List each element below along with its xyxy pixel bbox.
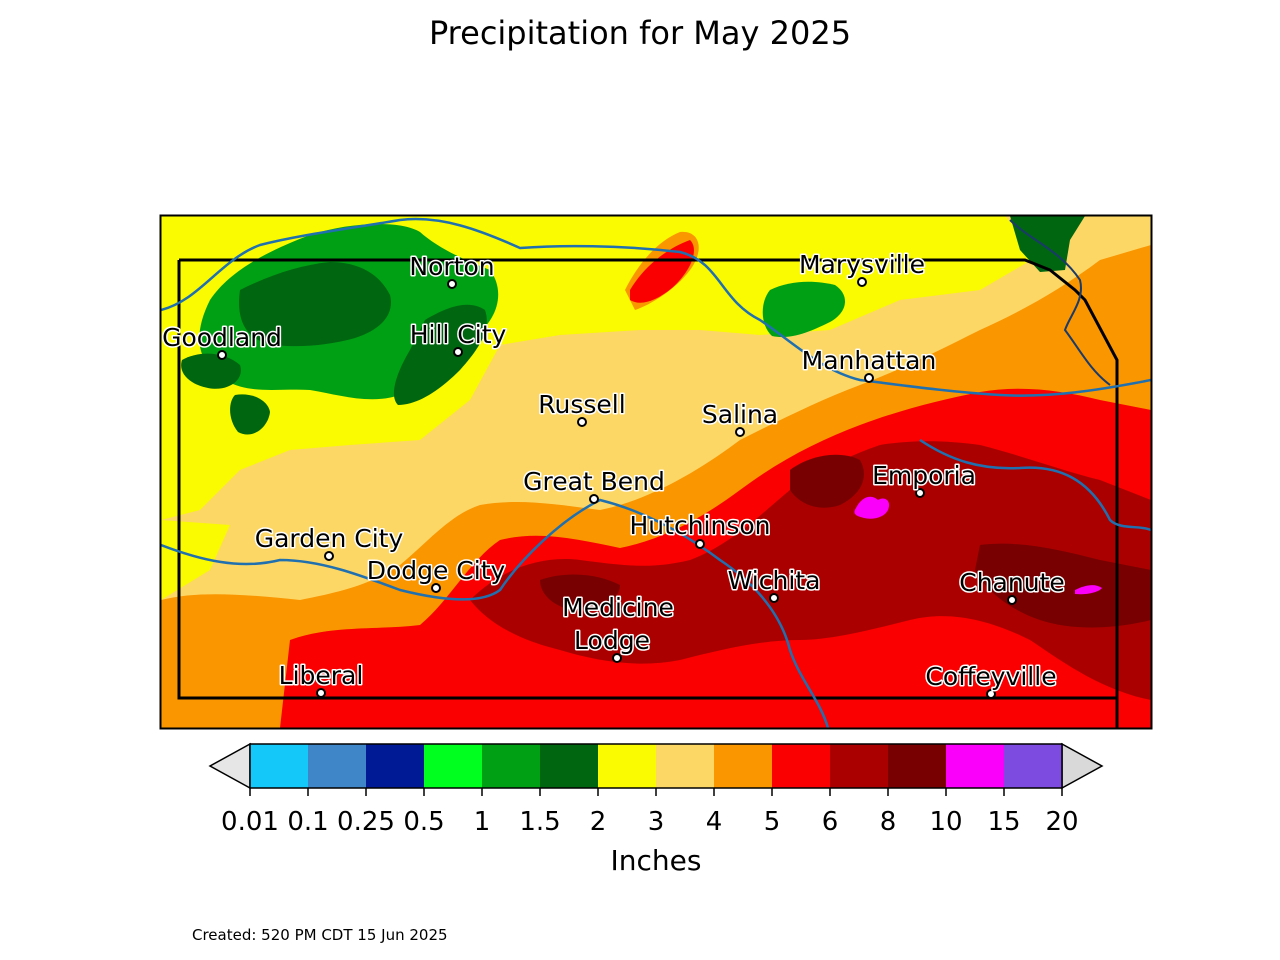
state-border xyxy=(177,258,1119,728)
precip-zone-8-10-south xyxy=(540,574,620,610)
city-dot-dodge-city xyxy=(431,583,441,593)
colorbar-tick-label: 0.01 xyxy=(221,807,279,837)
colorbar-tick-label: 4 xyxy=(706,807,723,837)
city-label-norton: Norton xyxy=(409,252,494,281)
colorbar-bin xyxy=(830,744,888,788)
city-label-marysville: Marysville xyxy=(799,250,925,279)
city-dot-chanute xyxy=(1007,595,1017,605)
colorbar-tick-label: 8 xyxy=(880,807,897,837)
city-label-emporia: Emporia xyxy=(872,461,976,490)
colorbar-bin xyxy=(714,744,772,788)
colorbar-bin xyxy=(424,744,482,788)
colorbar-ticks: 0.01 0.1 0.25 0.5 1 1.5 2 3 4 5 6 8 10 15 20 xyxy=(221,788,1079,837)
city-dot-norton xyxy=(447,279,457,289)
city-dot-wichita xyxy=(769,593,779,603)
colorbar-tick-label: 5 xyxy=(764,807,781,837)
city-dot-salina xyxy=(735,427,745,437)
colorbar-bin xyxy=(482,744,540,788)
precip-zone-1.5-2-nw-d xyxy=(230,394,270,435)
city-dot-marysville xyxy=(857,277,867,287)
created-timestamp: Created: 520 PM CDT 15 Jun 2025 xyxy=(192,926,448,944)
colorbar-tick-label: 1 xyxy=(474,807,491,837)
colorbar-bin xyxy=(656,744,714,788)
colorbar-bin xyxy=(946,744,1004,788)
city-dot-hill-city xyxy=(453,347,463,357)
colorbar-tick-label: 15 xyxy=(987,807,1020,837)
colorbar-under-extension xyxy=(208,742,251,790)
colorbar-bin xyxy=(540,744,598,788)
city-dot-manhattan xyxy=(864,373,874,383)
river-east xyxy=(919,438,1151,532)
city-label-goodland: Goodland xyxy=(162,323,282,352)
precip-zone-8-10-central xyxy=(790,454,864,508)
map-frame xyxy=(159,214,1153,730)
colorbar-bin xyxy=(888,744,946,788)
river-missouri xyxy=(1009,219,1111,386)
colorbar-bin xyxy=(308,744,366,788)
city-dot-coffeyville xyxy=(986,689,996,699)
city-label-manhattan: Manhattan xyxy=(802,346,937,375)
precip-zone-1-1.5-ne xyxy=(762,281,846,338)
precip-zone-10-15-chanute xyxy=(1075,585,1102,595)
city-label-great-bend: Great Bend xyxy=(523,467,665,496)
city-label-chanute: Chanute xyxy=(959,568,1065,597)
precip-zone-5-6-north xyxy=(630,240,694,303)
city-dot-medicine-lodge xyxy=(612,653,622,663)
city-dot-liberal xyxy=(316,688,326,698)
colorbar-tick-label: 0.5 xyxy=(403,807,444,837)
colorbar-over-extension xyxy=(1061,742,1104,790)
city-label-russell: Russell xyxy=(538,390,625,419)
colorbar-tick-label: 3 xyxy=(648,807,665,837)
precip-zone-6-8 xyxy=(470,441,1151,700)
precip-zone-1.5-2-ne xyxy=(1010,216,1085,272)
colorbar-tick-label: 0.25 xyxy=(337,807,395,837)
city-label-liberal: Liberal xyxy=(279,661,364,690)
city-dot-great-bend xyxy=(589,494,599,504)
colorbar-unit-label: Inches xyxy=(611,844,702,877)
colorbar-tick-label: 20 xyxy=(1045,807,1078,837)
colorbar-bin xyxy=(772,744,830,788)
city-dot-emporia xyxy=(915,488,925,498)
precip-zone-1.5-2-nw-b xyxy=(393,304,487,405)
city-label-coffeyville: Coffeyville xyxy=(925,662,1056,691)
precip-zone-1.5-2-nw-a xyxy=(239,262,391,347)
city-label-salina: Salina xyxy=(702,400,778,429)
page-title: Precipitation for May 2025 xyxy=(428,14,852,52)
colorbar-tick-label: 1.5 xyxy=(519,807,560,837)
river-north xyxy=(161,217,1151,397)
city-label-wichita: Wichita xyxy=(728,566,821,595)
colorbar-bin xyxy=(1004,744,1062,788)
colorbar-tick-label: 0.1 xyxy=(287,807,328,837)
city-label-dodge-city: Dodge City xyxy=(367,556,506,585)
river-arkansas xyxy=(161,498,830,728)
city-markers: Goodland Norton Hill City Marysville Man… xyxy=(161,249,1066,699)
colorbar-bin xyxy=(366,744,424,788)
colorbar-bin xyxy=(598,744,656,788)
precip-zone-10-15-emporia xyxy=(854,496,890,519)
city-dot-goodland xyxy=(217,350,227,360)
city-label-medicine-lodge: Medicine Lodge xyxy=(562,593,682,655)
city-label-garden-city: Garden City xyxy=(255,524,404,553)
city-dot-hutchinson xyxy=(695,539,705,549)
city-label-hill-city: Hill City xyxy=(410,320,507,349)
colorbar-tick-label: 2 xyxy=(590,807,607,837)
precip-zone-1.5-2-nw-c xyxy=(181,353,241,389)
colorbar-bin xyxy=(250,744,308,788)
city-dot-garden-city xyxy=(324,551,334,561)
colorbar-tick-label: 10 xyxy=(929,807,962,837)
city-label-hutchinson: Hutchinson xyxy=(630,511,771,540)
colorbar-tick-label: 6 xyxy=(822,807,839,837)
colorbar-bins xyxy=(208,742,1104,790)
city-dot-russell xyxy=(577,417,587,427)
precip-zone-8-10-east xyxy=(975,543,1151,628)
